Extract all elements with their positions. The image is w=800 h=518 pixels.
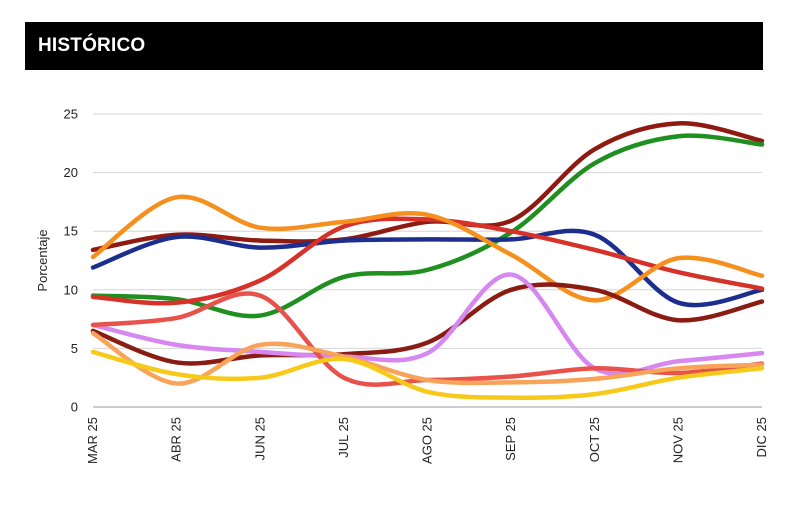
series-line-6	[90, 272, 765, 376]
x-tick-label: OCT 25	[587, 417, 602, 462]
x-tick-label: JUN 25	[252, 417, 267, 460]
series-line-1	[90, 133, 765, 319]
x-tick-label: SEP 25	[503, 417, 518, 461]
x-tick-label: DIC 25	[754, 417, 769, 457]
series-line-0	[90, 121, 765, 253]
series-line-8	[90, 330, 765, 386]
x-tick-label: MAR 25	[85, 417, 100, 464]
chart-header-title: HISTÓRICO	[38, 35, 146, 56]
y-tick-label: 5	[71, 341, 78, 356]
y-tick-label: 0	[71, 400, 78, 415]
y-tick-label: 10	[64, 282, 78, 297]
x-tick-label: NOV 25	[670, 417, 685, 463]
series-lines	[90, 121, 765, 400]
x-tick-label: ABR 25	[169, 417, 184, 462]
y-tick-label: 20	[64, 165, 78, 180]
x-tick-label: AGO 25	[420, 417, 435, 464]
y-axis-title: Porcentaje	[35, 229, 50, 291]
y-tick-label: 15	[64, 224, 78, 239]
series-line-5	[90, 282, 765, 366]
series-line-3	[90, 216, 765, 306]
y-tick-label: 25	[64, 107, 78, 122]
series-line-4	[90, 194, 765, 303]
x-axis-ticks: MAR 25 ABR 25 JUN 25 JUL 25 AGO 25 SEP 25 OCT …	[85, 417, 769, 464]
x-tick-label: JUL 25	[336, 417, 351, 458]
grid-lines	[93, 113, 762, 408]
series-line-9	[90, 349, 765, 400]
y-axis-ticks: 0 5 10 15 20 25	[64, 107, 78, 415]
chart-header-bar: HISTÓRICO	[25, 22, 763, 70]
series-line-2	[90, 228, 765, 308]
